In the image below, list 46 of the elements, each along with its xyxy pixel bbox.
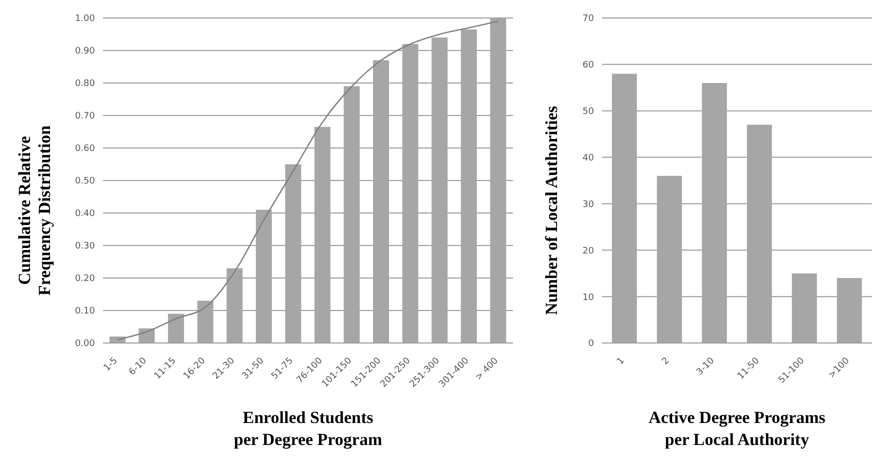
- y-tick-label: 0.40: [74, 209, 96, 220]
- y-tick-label: 0.20: [74, 274, 96, 284]
- x-tick-label: 1: [615, 356, 627, 368]
- x-tick-label: 1-5: [102, 356, 120, 374]
- bar: [746, 124, 772, 343]
- y-tick-label: 60: [582, 60, 594, 71]
- bar: [612, 74, 637, 343]
- bar: [490, 18, 506, 343]
- bar: [656, 176, 682, 343]
- x-axis-title: Enrolled Students per Degree Program: [234, 408, 382, 449]
- y-tick-label: 20: [582, 246, 594, 256]
- y-tick-label: 0.90: [74, 46, 96, 57]
- y-tick-label: 0.50: [74, 176, 96, 187]
- y-axis-title: Number of Local Authorities: [542, 106, 561, 315]
- bar: [460, 29, 477, 343]
- x-tick-label: > 400: [474, 356, 501, 383]
- y-tick-label: 0.30: [74, 242, 96, 252]
- x-tick-label: 2: [660, 356, 672, 368]
- bar: [344, 86, 360, 343]
- y-tick-label: 0.10: [74, 306, 96, 317]
- y-tick-label: 0.00: [74, 339, 96, 350]
- bar: [402, 44, 418, 343]
- y-axis-title: Cumulative Relative Frequency Distribution: [15, 124, 54, 296]
- y-tick-label: 40: [582, 153, 594, 164]
- bar: [256, 210, 272, 343]
- y-tick-label: 50: [582, 107, 594, 118]
- y-tick-label: 0.60: [74, 144, 96, 154]
- x-axis-title: Active Degree Programs per Local Authority: [648, 408, 826, 449]
- bar: [836, 278, 862, 343]
- y-tick-label: 0.70: [74, 112, 96, 122]
- bar: [792, 273, 817, 343]
- y-tick-label: 0: [588, 339, 594, 350]
- bar: [314, 126, 330, 343]
- bar: [168, 314, 184, 343]
- y-tick-label: 1.00: [74, 14, 96, 24]
- bar: [373, 60, 390, 343]
- bar: [197, 300, 214, 343]
- bar: [432, 38, 448, 343]
- y-tick-label: 30: [582, 200, 594, 210]
- y-tick-label: 70: [582, 14, 594, 24]
- bar: [285, 164, 302, 343]
- bar: [702, 83, 727, 343]
- y-tick-label: 10: [582, 292, 594, 303]
- y-tick-label: 0.80: [74, 79, 96, 90]
- bar: [226, 268, 243, 343]
- line-series: [116, 20, 500, 340]
